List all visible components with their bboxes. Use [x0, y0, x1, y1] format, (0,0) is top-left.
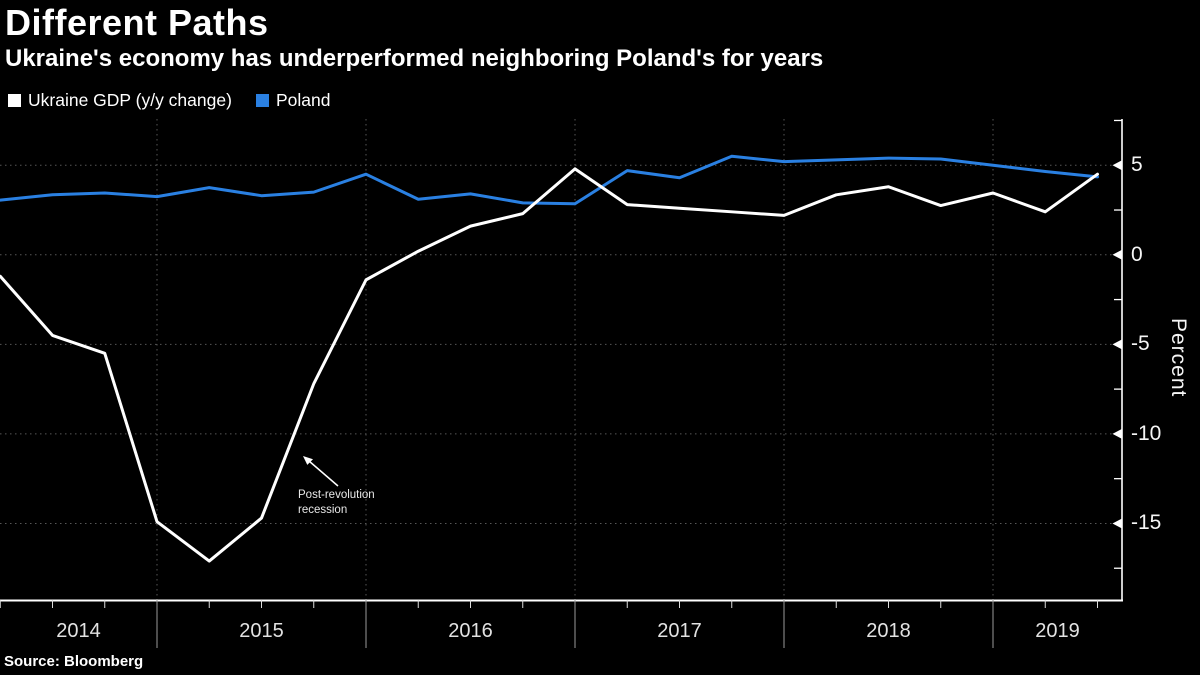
chart-title: Different Paths: [5, 2, 269, 43]
y-tick-label: -5: [1131, 332, 1150, 356]
x-year-label: 2018: [866, 620, 911, 642]
series-line-ukraine: [0, 167, 1099, 563]
y-major-tick: [1112, 249, 1122, 260]
annotation-post-revolution: Post-revolution recession: [298, 488, 375, 518]
y-tick-label: 5: [1131, 153, 1143, 177]
legend-swatch-ukraine: [8, 94, 21, 107]
source-line: Source: Bloomberg: [4, 653, 144, 670]
y-tick-label: -15: [1131, 511, 1162, 535]
legend-swatch-poland: [255, 94, 269, 107]
legend-label-poland: Poland: [275, 90, 331, 110]
x-year-label: 2016: [448, 620, 493, 642]
y-major-tick: [1112, 160, 1122, 171]
y-major-tick: [1112, 518, 1122, 529]
x-year-label: 2019: [1035, 620, 1080, 642]
x-year-label: 2017: [657, 620, 702, 642]
chart-subtitle: Ukraine's economy has underperformed nei…: [5, 45, 824, 72]
y-major-tick: [1112, 428, 1122, 439]
y-major-tick: [1112, 339, 1122, 350]
legend-label-ukraine: Ukraine GDP (y/y change): [28, 90, 232, 110]
x-year-label: 2015: [239, 620, 284, 642]
annotation-arrow-head: [303, 456, 313, 465]
x-year-label: 2014: [56, 620, 101, 642]
legend: Ukraine GDP (y/y change) Poland: [8, 90, 354, 111]
annotation-line-1: Post-revolution: [298, 489, 375, 501]
y-axis-title: Percent: [1167, 318, 1190, 398]
annotation-arrow-shaft: [308, 460, 339, 487]
y-tick-label: 0: [1131, 242, 1143, 266]
annotation-line-2: recession: [298, 504, 348, 516]
series-line-poland: [0, 154, 1099, 206]
y-tick-label: -10: [1131, 421, 1162, 445]
